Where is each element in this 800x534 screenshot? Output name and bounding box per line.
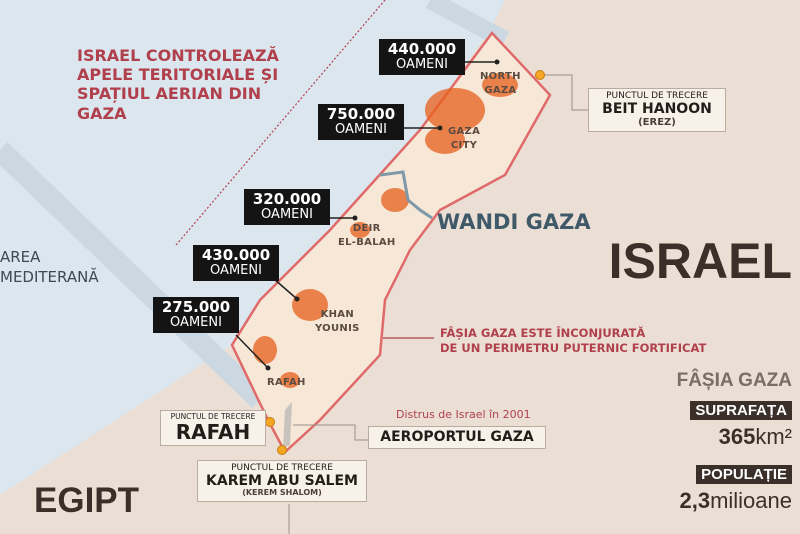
crossing-alt-name: (KEREM SHALOM) bbox=[242, 488, 322, 498]
population-value: 440.000 bbox=[387, 40, 457, 58]
population-value: 275.000 bbox=[161, 298, 231, 316]
sea-label: AREA MEDITERANĂ bbox=[0, 248, 99, 287]
area-label: SUPRAFAȚA bbox=[690, 401, 792, 420]
wadi-gaza-river bbox=[379, 170, 433, 220]
wadi-gaza-label: WANDI GAZA bbox=[437, 210, 591, 234]
crossing-subtitle: PUNCTUL DE TRECERE bbox=[231, 463, 333, 473]
airport-runway bbox=[283, 402, 292, 448]
population-number: 2,3 bbox=[679, 488, 711, 513]
population-rafah: 275.000 OAMENI bbox=[153, 297, 239, 334]
population-unit: OAMENI bbox=[396, 56, 448, 72]
population-value: 430.000 bbox=[201, 246, 271, 264]
callout-lines bbox=[288, 74, 588, 534]
annotation-line: SPAȚIUL AERIAN DIN bbox=[77, 84, 262, 104]
airport-name: AEROPORTUL GAZA bbox=[380, 429, 534, 445]
israel-label: ISRAEL bbox=[608, 233, 792, 289]
israel-control-annotation: ISRAEL CONTROLEAZĂ APELE TERITORIALE ȘI … bbox=[77, 46, 279, 123]
population-value: 750.000 bbox=[326, 105, 396, 123]
area-unit: km² bbox=[755, 424, 792, 449]
population-unit: OAMENI bbox=[335, 121, 387, 137]
crossing-subtitle: PUNCTUL DE TRECERE bbox=[170, 412, 256, 421]
city-rafah: RAFAH bbox=[267, 377, 306, 388]
egypt-label: EGIPT bbox=[34, 481, 140, 520]
crossing-rafah: PUNCTUL DE TRECERE RAFAH bbox=[160, 410, 266, 447]
sea-shade-band bbox=[0, 142, 268, 408]
area-number: 365 bbox=[718, 424, 756, 449]
population-label: POPULAȚIE bbox=[696, 465, 792, 484]
population-value: 320.000 bbox=[252, 190, 322, 208]
population-unit: OAMENI bbox=[210, 262, 262, 278]
city-north-gaza: NORTH GAZA bbox=[480, 70, 521, 97]
crossing-name: RAFAH bbox=[175, 420, 251, 445]
population-gaza-city: 750.000 OAMENI bbox=[318, 104, 404, 141]
leader-lines bbox=[235, 61, 497, 369]
crossing-name: BEIT HANOON bbox=[602, 100, 712, 117]
city-label: YOUNIS bbox=[315, 322, 360, 334]
city-label: CITY bbox=[450, 139, 478, 151]
annotation-line: APELE TERITORIALE ȘI bbox=[77, 65, 279, 85]
population-unit: OAMENI bbox=[261, 206, 313, 222]
population-deir-el-balah: 320.000 OAMENI bbox=[244, 189, 330, 226]
city-label: KHAN bbox=[320, 309, 355, 320]
stats-title: FÂȘIA GAZA bbox=[676, 370, 792, 391]
crossing-beit-hanoon: PUNCTUL DE TRECERE BEIT HANOON (EREZ) bbox=[588, 88, 726, 133]
gaza-strip bbox=[230, 31, 552, 455]
population-unit: OAMENI bbox=[170, 314, 222, 330]
city-label: NORTH bbox=[480, 71, 521, 82]
airport-gaza: AEROPORTUL GAZA bbox=[368, 426, 546, 450]
population-unit: milioane bbox=[710, 488, 792, 513]
annotation-line: ISRAEL CONTROLEAZĂ bbox=[77, 46, 279, 65]
perimeter-annotation: FÂȘIA GAZA ESTE ÎNCONJURATĂ DE UN PERIME… bbox=[440, 326, 706, 356]
crossing-icons bbox=[265, 70, 545, 455]
annotation-line: DE UN PERIMETRU PUTERNIC FORTIFICAT bbox=[440, 340, 707, 355]
city-label: EL-BALAH bbox=[338, 236, 396, 248]
crossing-alt-name: (EREZ) bbox=[638, 117, 676, 129]
crossing-karem-abu-salem: PUNCTUL DE TRECERE KAREM ABU SALEM (KERE… bbox=[197, 460, 367, 503]
city-gaza-city: GAZA CITY bbox=[448, 125, 480, 152]
population-total: 2,3milioane bbox=[679, 488, 792, 514]
airport-note: Distrus de Israel în 2001 bbox=[396, 408, 531, 421]
sea-label-line: MEDITERANĂ bbox=[0, 267, 99, 286]
crossing-subtitle: PUNCTUL DE TRECERE bbox=[606, 91, 708, 101]
population-density bbox=[253, 73, 518, 388]
population-khan-younis: 430.000 OAMENI bbox=[193, 245, 279, 282]
city-label: GAZA bbox=[484, 84, 517, 96]
city-label: GAZA bbox=[448, 126, 481, 137]
sea-label-line: AREA bbox=[0, 248, 41, 266]
territorial-waters-line bbox=[175, 0, 386, 246]
annotation-line: FÂȘIA GAZA ESTE ÎNCONJURATĂ bbox=[440, 326, 646, 340]
area-value: 365km² bbox=[719, 424, 792, 450]
population-north-gaza: 440.000 OAMENI bbox=[379, 39, 465, 76]
city-khan-younis: KHAN YOUNIS bbox=[315, 308, 360, 335]
annotation-line: GAZA bbox=[77, 103, 127, 123]
city-label: DEIR bbox=[352, 223, 381, 234]
crossing-name: KAREM ABU SALEM bbox=[206, 472, 358, 489]
city-deir-el-balah: DEIR EL-BALAH bbox=[338, 222, 396, 249]
